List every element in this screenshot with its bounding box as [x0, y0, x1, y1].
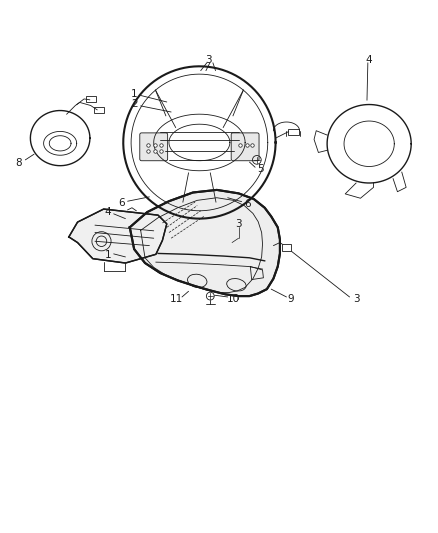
Text: 10: 10 — [227, 294, 240, 304]
Bar — [282, 244, 291, 251]
Text: 3: 3 — [235, 219, 242, 229]
Polygon shape — [69, 209, 167, 263]
Text: 9: 9 — [287, 294, 294, 304]
FancyBboxPatch shape — [140, 133, 168, 161]
Text: 6: 6 — [118, 198, 124, 208]
Text: 8: 8 — [15, 158, 22, 168]
Text: 11: 11 — [170, 294, 183, 304]
Text: 4: 4 — [105, 207, 111, 217]
Bar — [94, 107, 104, 113]
Text: 4: 4 — [366, 55, 372, 65]
Text: 3: 3 — [353, 294, 360, 304]
Polygon shape — [130, 190, 280, 296]
Text: 1: 1 — [131, 88, 138, 99]
FancyBboxPatch shape — [231, 133, 259, 161]
Bar — [288, 128, 299, 135]
Bar — [86, 96, 96, 102]
Text: 2: 2 — [131, 99, 138, 109]
Text: 1: 1 — [105, 250, 111, 260]
Text: 6: 6 — [244, 199, 251, 209]
Text: 3: 3 — [205, 55, 212, 65]
Text: 5: 5 — [257, 165, 264, 174]
